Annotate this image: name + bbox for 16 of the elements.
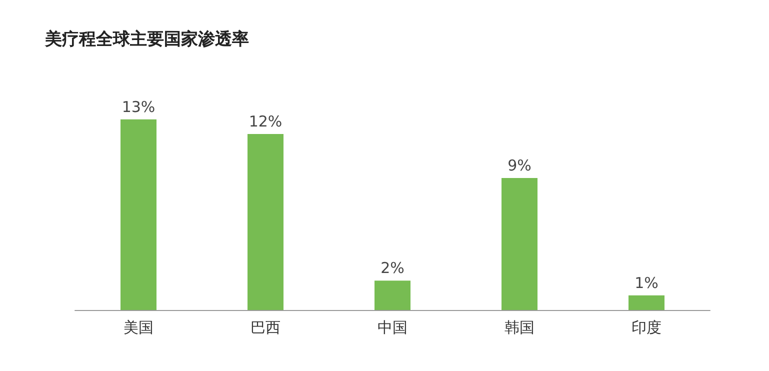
data-label: 2% [380,259,404,278]
data-label: 1% [634,274,658,292]
bar [374,280,410,310]
bar [502,178,538,310]
bar [120,119,156,310]
x-tick-label: 中国 [378,318,408,336]
bar [248,134,284,310]
data-label: 12% [248,112,282,130]
x-tick-label: 美国 [124,318,154,336]
x-tick-label: 韩国 [504,318,534,336]
data-label: 9% [508,156,532,174]
x-tick-label: 印度 [632,318,662,336]
chart-title: 美疗程全球主要国家渗透率 [44,30,249,50]
x-tick-label: 巴西 [250,318,280,336]
bar [628,295,664,310]
data-label: 13% [122,98,156,116]
